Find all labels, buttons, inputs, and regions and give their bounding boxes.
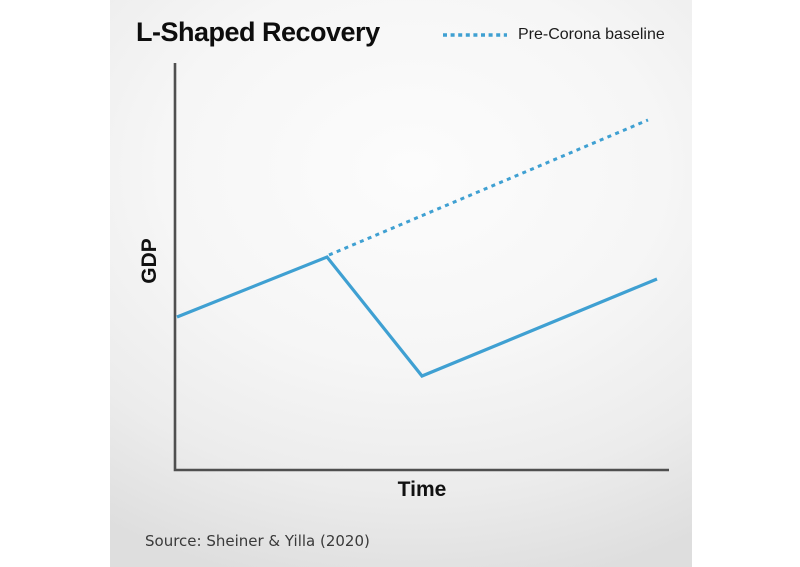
axes-line: [173, 63, 669, 472]
x-axis-label: Time: [397, 478, 447, 501]
source-note: Source: Sheiner & Yilla (2020): [145, 532, 370, 550]
legend-dotted-line-icon: [442, 26, 508, 44]
gdp-solid-line: [176, 255, 658, 378]
legend-label: Pre-Corona baseline: [518, 26, 665, 43]
legend: Pre-Corona baseline: [442, 26, 665, 44]
y-axis-label: GDP: [138, 238, 161, 284]
background-frame: [110, 0, 692, 567]
baseline-dotted-line: [328, 118, 649, 257]
chart-title: L-Shaped Recovery: [136, 17, 380, 47]
